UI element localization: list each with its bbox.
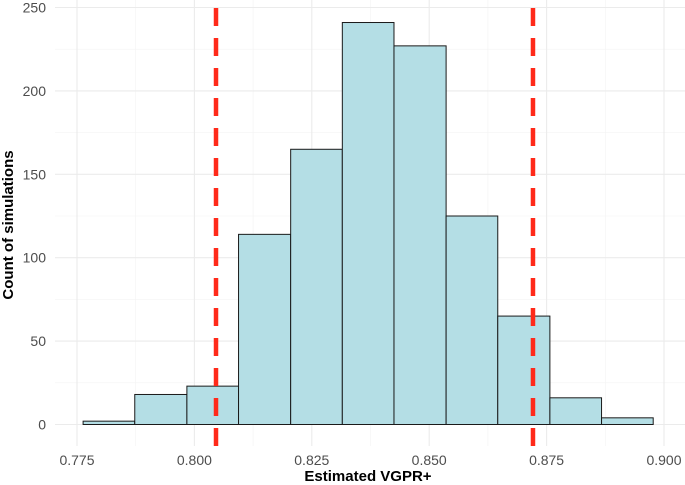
histogram-bar — [186, 385, 240, 425]
x-tick-label: 0.900 — [646, 452, 681, 468]
histogram-bar — [549, 397, 603, 426]
reference-lines — [213, 8, 536, 446]
y-tick-label: 0 — [38, 417, 46, 433]
histogram-bar — [238, 233, 292, 425]
y-tick-label: 250 — [23, 0, 47, 16]
x-axis-label: Estimated VGPR+ — [304, 468, 431, 485]
histogram-bar — [290, 148, 343, 425]
x-tick-label: 0.825 — [294, 452, 329, 468]
y-tick-label: 150 — [23, 166, 47, 182]
y-tick-label: 100 — [23, 250, 47, 266]
histogram-bar — [445, 215, 499, 425]
y-axis-label: Count of simulations — [0, 150, 17, 299]
y-tick-label: 200 — [23, 83, 47, 99]
histogram-bars — [82, 22, 654, 426]
x-tick-label: 0.775 — [59, 452, 94, 468]
histogram-bar — [341, 22, 395, 426]
x-tick-label: 0.875 — [529, 452, 564, 468]
y-axis-ticks: 0 50 100 150 200 250 — [23, 0, 47, 433]
histogram-bar — [82, 420, 136, 426]
x-tick-label: 0.850 — [412, 452, 447, 468]
histogram-bar — [393, 45, 447, 425]
x-axis-ticks: 0.775 0.800 0.825 0.850 0.875 0.900 — [59, 452, 681, 468]
y-tick-label: 50 — [30, 333, 46, 349]
x-tick-label: 0.800 — [177, 452, 212, 468]
histogram-bar — [497, 315, 551, 425]
histogram-bar — [601, 417, 654, 426]
histogram-bar — [134, 393, 188, 426]
